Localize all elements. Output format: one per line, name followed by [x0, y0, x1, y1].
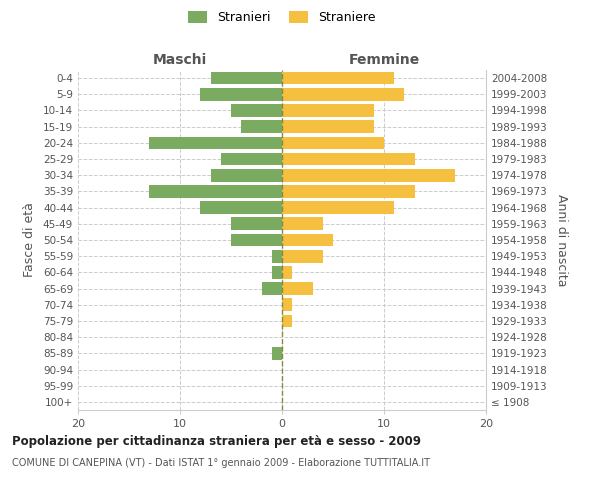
- Text: Popolazione per cittadinanza straniera per età e sesso - 2009: Popolazione per cittadinanza straniera p…: [12, 435, 421, 448]
- Bar: [211, 72, 282, 85]
- Bar: [149, 185, 282, 198]
- Bar: [282, 202, 394, 214]
- Bar: [221, 152, 282, 166]
- Bar: [282, 234, 333, 246]
- Bar: [282, 314, 292, 328]
- Bar: [200, 202, 282, 214]
- Bar: [282, 266, 292, 278]
- Bar: [231, 104, 282, 117]
- Bar: [282, 218, 323, 230]
- Bar: [231, 218, 282, 230]
- Bar: [282, 282, 313, 295]
- Bar: [282, 136, 384, 149]
- Bar: [282, 120, 374, 133]
- Bar: [282, 104, 374, 117]
- Y-axis label: Fasce di età: Fasce di età: [23, 202, 36, 278]
- Text: COMUNE DI CANEPINA (VT) - Dati ISTAT 1° gennaio 2009 - Elaborazione TUTTITALIA.I: COMUNE DI CANEPINA (VT) - Dati ISTAT 1° …: [12, 458, 430, 468]
- Bar: [262, 282, 282, 295]
- Bar: [282, 72, 394, 85]
- Bar: [282, 88, 404, 101]
- Bar: [200, 88, 282, 101]
- Bar: [231, 234, 282, 246]
- Y-axis label: Anni di nascita: Anni di nascita: [554, 194, 568, 286]
- Bar: [272, 266, 282, 278]
- Bar: [272, 347, 282, 360]
- Legend: Stranieri, Straniere: Stranieri, Straniere: [188, 11, 376, 24]
- Bar: [282, 250, 323, 262]
- Text: Femmine: Femmine: [349, 54, 419, 68]
- Bar: [282, 169, 455, 181]
- Bar: [272, 250, 282, 262]
- Text: Maschi: Maschi: [153, 54, 207, 68]
- Bar: [149, 136, 282, 149]
- Bar: [282, 185, 415, 198]
- Bar: [241, 120, 282, 133]
- Bar: [282, 298, 292, 311]
- Bar: [211, 169, 282, 181]
- Bar: [282, 152, 415, 166]
